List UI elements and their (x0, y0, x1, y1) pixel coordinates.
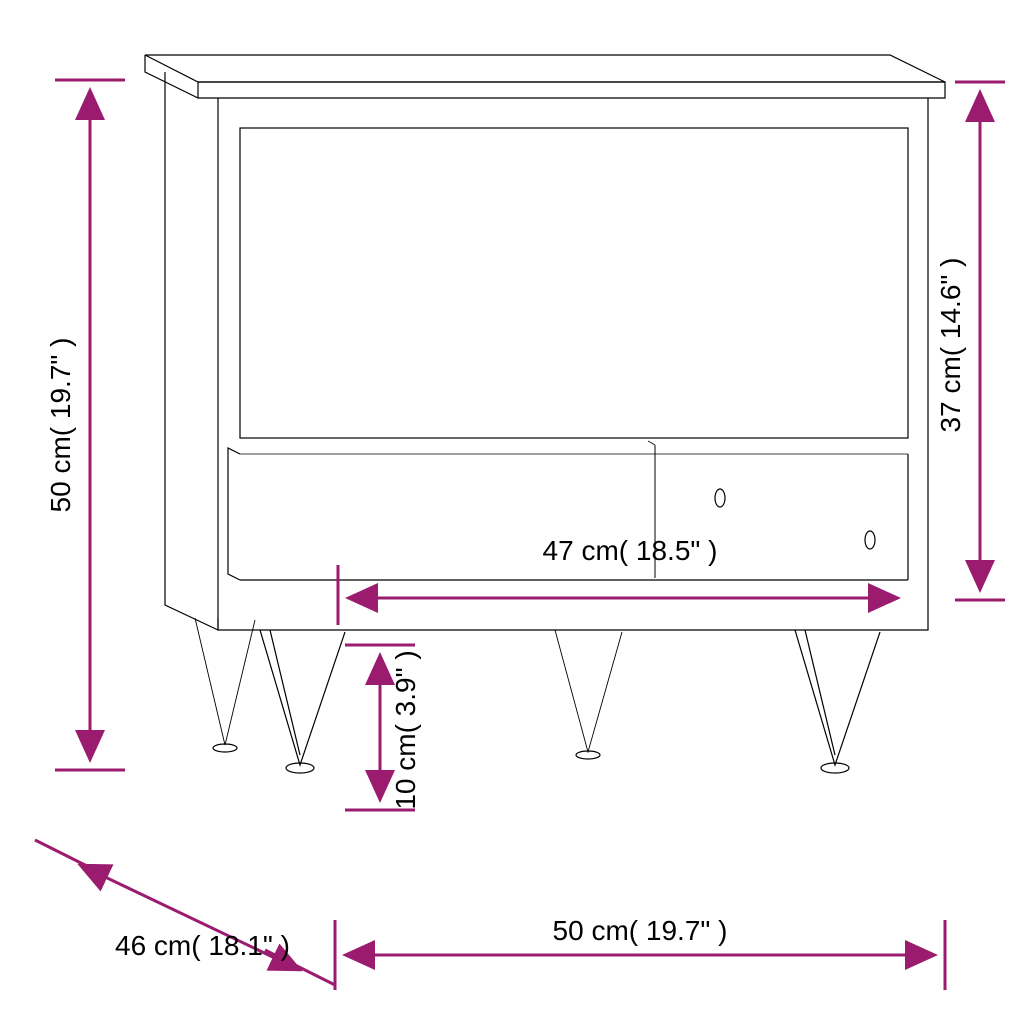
label-depth: 46 cm( 18.1" ) (115, 930, 290, 961)
leg-front-right (795, 630, 880, 773)
leg-front-left (260, 630, 345, 773)
label-shelf-width: 47 cm( 18.5" ) (543, 535, 718, 566)
leg-back-left (195, 618, 255, 752)
label-height-total: 50 cm( 19.7" ) (45, 338, 76, 513)
dimension-diagram: 50 cm( 19.7" ) 37 cm( 14.6" ) 47 cm( 18.… (0, 0, 1024, 1024)
label-width-front: 50 cm( 19.7" ) (553, 915, 728, 946)
label-height-body: 37 cm( 14.6" ) (935, 258, 966, 433)
furniture-outline (145, 55, 945, 773)
dimension-labels: 50 cm( 19.7" ) 37 cm( 14.6" ) 47 cm( 18.… (45, 258, 966, 961)
leg-back-right (555, 630, 622, 759)
dimension-lines (35, 80, 1005, 990)
label-leg-height: 10 cm( 3.9" ) (390, 650, 421, 809)
